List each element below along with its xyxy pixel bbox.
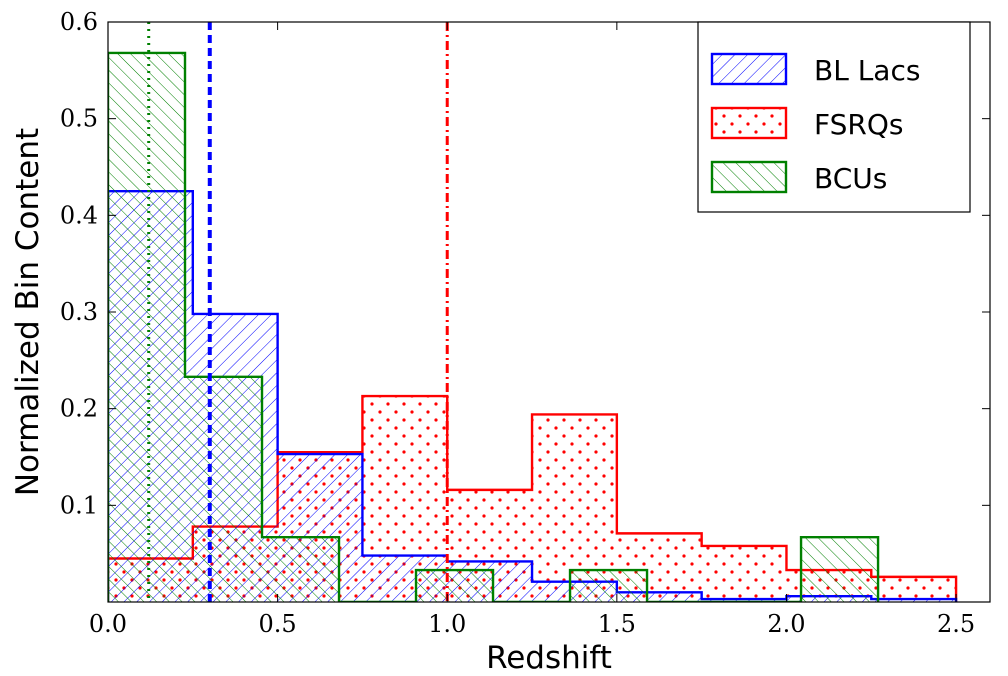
x-tick-label: 1.0 [428,610,466,638]
legend-label-fsrqs: FSRQs [814,108,903,141]
x-tick-label: 2.5 [937,610,975,638]
bar-fsrqs-7 [701,545,787,602]
legend-swatch-bcus [710,160,788,194]
bar-bcus-6 [570,570,648,602]
bar-fsrqs-9 [871,576,957,602]
bar-bl-lacs-9 [871,599,957,602]
y-axis-title: Normalized Bin Content [10,128,46,496]
legend-label-bcus: BCUs [814,162,887,195]
y-tick-label: 0.3 [60,298,98,326]
bar-bl-lacs-7 [701,599,787,602]
bar-bcus-2 [262,537,340,602]
lines-layer [147,22,449,602]
ticks-layer: 0.0 0.5 1.0 1.5 2.0 2.5 0.1 0.2 0.3 0.4 0.5 0.6 [60,8,990,638]
bar-bcus-0 [108,52,186,602]
y-tick-label: 0.1 [60,491,98,519]
y-tick-label: 0.6 [60,8,98,36]
bar-bcus-1 [185,376,263,602]
y-tick-label: 0.2 [60,395,98,423]
legend-label-bl-lacs: BL Lacs [814,54,920,87]
x-tick-label: 0.0 [89,610,127,638]
x-axis-title: Redshift [486,640,612,676]
bar-bcus-9 [801,537,879,602]
legend-swatch-bl-lacs [710,52,788,86]
legend-swatch-fsrqs [710,106,788,140]
x-tick-label: 0.5 [259,610,297,638]
x-tick-label: 1.5 [598,610,636,638]
y-tick-label: 0.5 [60,105,98,133]
x-tick-label: 2.0 [767,610,805,638]
bar-bl-lacs-6 [616,592,702,602]
y-tick-label: 0.4 [60,201,98,229]
bars-layer [108,51,958,602]
bar-bcus-4 [416,570,494,602]
legend: BL Lacs FSRQs BCUs [697,21,971,213]
